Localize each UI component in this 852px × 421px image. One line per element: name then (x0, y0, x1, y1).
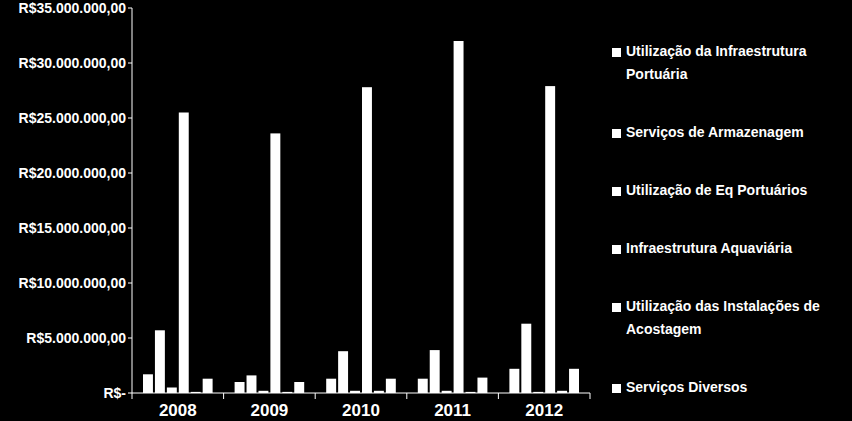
x-separator (498, 393, 499, 399)
bar (418, 379, 428, 393)
y-axis (132, 8, 133, 393)
page: {"chart_data": {"type": "bar", "categori… (0, 0, 852, 421)
bar (143, 374, 153, 393)
y-tick-label: R$25.000.000,00 (19, 110, 127, 126)
y-tick-label: R$5.000.000,00 (26, 330, 126, 346)
bar (203, 379, 213, 393)
y-tick (128, 63, 132, 64)
x-tick-label: 2008 (159, 401, 197, 420)
chart: R$- R$5.000.000,00 R$10.000.000,00 R$15.000… (0, 0, 852, 421)
legend-swatch (612, 187, 621, 196)
legend-label: Utilização da Infraestrutura Portuária (626, 40, 848, 86)
bar (386, 379, 396, 393)
bar (362, 87, 372, 393)
legend-swatch (612, 129, 621, 138)
bar (326, 379, 336, 393)
x-separator (590, 393, 591, 399)
bar (545, 86, 555, 393)
bar (521, 324, 531, 393)
y-tick (128, 393, 132, 394)
bar (454, 41, 464, 393)
legend-label: Utilização de Eq Portuários (626, 179, 848, 202)
y-tick (128, 8, 132, 9)
y-tick (128, 283, 132, 284)
bar (477, 378, 487, 393)
y-tick-label: R$20.000.000,00 (19, 165, 127, 181)
x-tick-label: 2012 (525, 401, 563, 420)
legend-swatch (612, 384, 621, 393)
y-tick (128, 173, 132, 174)
bar (235, 382, 245, 393)
y-tick (128, 118, 132, 119)
legend-label: Serviços de Armazenagem (626, 121, 848, 144)
bar (509, 369, 519, 393)
x-separator (132, 393, 133, 399)
x-separator (315, 393, 316, 399)
x-separator (223, 393, 224, 399)
legend-swatch (612, 48, 621, 57)
bar (338, 351, 348, 393)
legend-swatch (612, 245, 621, 254)
y-tick (128, 338, 132, 339)
x-tick-label: 2009 (250, 401, 288, 420)
bar (167, 388, 177, 394)
bar (569, 369, 579, 393)
y-tick-label: R$15.000.000,00 (19, 220, 127, 236)
y-tick-label: R$35.000.000,00 (19, 0, 127, 16)
bar (247, 375, 257, 393)
y-tick (128, 228, 132, 229)
legend-label: Infraestrutura Aquaviária (626, 237, 848, 260)
x-separator (406, 393, 407, 399)
legend-swatch (612, 303, 621, 312)
y-tick-label: R$10.000.000,00 (19, 275, 127, 291)
y-tick-label: R$- (103, 385, 126, 401)
x-tick-label: 2011 (434, 401, 471, 420)
bars (143, 41, 579, 393)
bar (179, 113, 189, 394)
bar (294, 382, 304, 393)
bar (155, 330, 165, 393)
legend-label: Utilização das Instalações de Acostagem (626, 295, 848, 341)
x-tick-label: 2010 (342, 401, 380, 420)
x-axis (132, 393, 590, 394)
y-tick-label: R$30.000.000,00 (19, 55, 127, 71)
bar (270, 133, 280, 393)
bar (430, 350, 440, 393)
legend-label: Serviços Diversos (626, 376, 848, 399)
